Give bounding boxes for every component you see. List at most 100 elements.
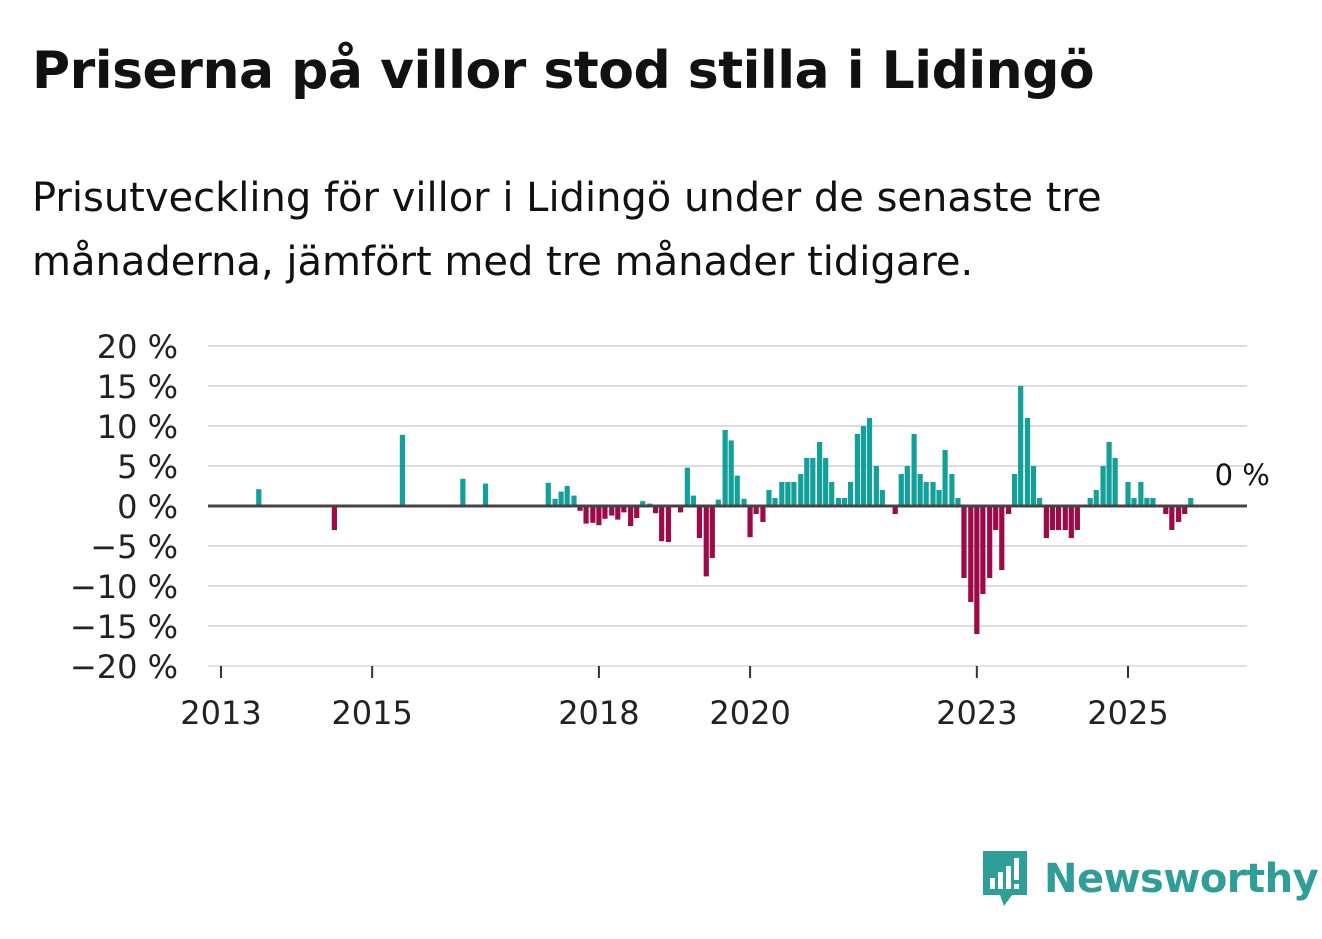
bar [904,466,910,506]
bar [1112,458,1118,506]
bar [741,498,747,506]
bar [930,482,936,506]
bar [602,506,608,519]
bar [942,450,948,506]
y-tick-label: −5 % [90,528,178,566]
y-tick-label: 5 % [117,448,178,486]
bar [993,506,999,530]
x-tick-label: 2013 [180,694,261,732]
bar [665,506,672,542]
bar [936,490,942,506]
x-tick-label: 2020 [709,694,790,732]
bar [703,506,709,577]
bar [747,506,753,538]
latest-value-label: 0 % [1215,458,1270,492]
x-tick-label: 2018 [558,694,639,732]
bar [1087,498,1093,506]
bar [892,506,898,514]
bar [785,482,791,506]
bar [798,474,804,506]
bar [1144,498,1150,506]
bar [558,491,564,506]
bar [835,498,842,506]
bar [709,506,715,558]
bar [860,426,867,506]
bar [848,482,854,506]
bar [577,506,583,511]
bar [1043,506,1049,538]
bar [628,506,634,526]
bar [1055,506,1062,530]
bar [1024,418,1031,506]
bar [1018,386,1024,506]
bar [583,506,589,524]
bar [1005,506,1012,514]
bar [653,506,659,514]
bar [460,478,466,506]
bar [590,506,596,523]
bar [772,498,778,506]
newsworthy-logo-icon [983,851,1027,906]
bar [1074,506,1080,530]
x-tick-label: 2015 [331,694,412,732]
y-tick-label: 20 % [97,328,178,366]
bar [1036,498,1043,506]
bar [399,434,405,506]
bar [1182,506,1188,514]
bar [841,498,848,506]
bar [1169,506,1175,530]
bar [621,506,627,513]
bar [911,434,917,506]
bar [1100,466,1106,506]
y-tick-label: 0 % [117,488,178,526]
bar [968,506,974,602]
newsworthy-logo[interactable]: Newsworthy [980,848,1319,910]
bar [817,442,823,506]
bar [684,467,690,506]
bar [696,506,703,538]
bar [1131,498,1137,506]
y-tick-label: −15 % [70,608,178,646]
bar [923,482,929,506]
bar [1049,506,1056,530]
y-tick-label: −10 % [70,568,178,606]
y-tick-label: 15 % [97,368,178,406]
bar [949,474,955,506]
bar [564,486,570,506]
bar [552,498,558,506]
bar [640,501,646,506]
bar [1030,466,1037,506]
bar [898,474,904,506]
bar [256,489,262,506]
bar [677,506,684,513]
bar [766,490,772,506]
bar [634,506,640,518]
bar [1176,506,1182,522]
bar [804,458,810,506]
bar [722,430,728,506]
bar [980,506,986,594]
bar [873,466,879,506]
bar [1138,482,1144,506]
bar [974,506,980,634]
bar [1106,442,1112,506]
bar [1062,506,1068,530]
bar [1012,474,1018,506]
bar-chart: 20 %15 %10 %5 %0 %−5 %−10 %−15 %−20 %201… [70,328,1270,732]
bar [791,482,797,506]
x-tick-label: 2023 [936,694,1017,732]
bar [961,506,967,578]
bar [810,458,816,506]
bar [1188,498,1194,506]
bar [728,440,734,506]
bar [753,506,759,514]
bar [1093,490,1099,506]
bar [955,498,961,506]
bar [829,482,835,506]
bar [609,506,615,516]
bar [1125,482,1131,506]
bar [659,506,665,542]
bar [779,482,785,506]
bar [760,506,766,522]
brand-name: Newsworthy [1044,856,1319,902]
